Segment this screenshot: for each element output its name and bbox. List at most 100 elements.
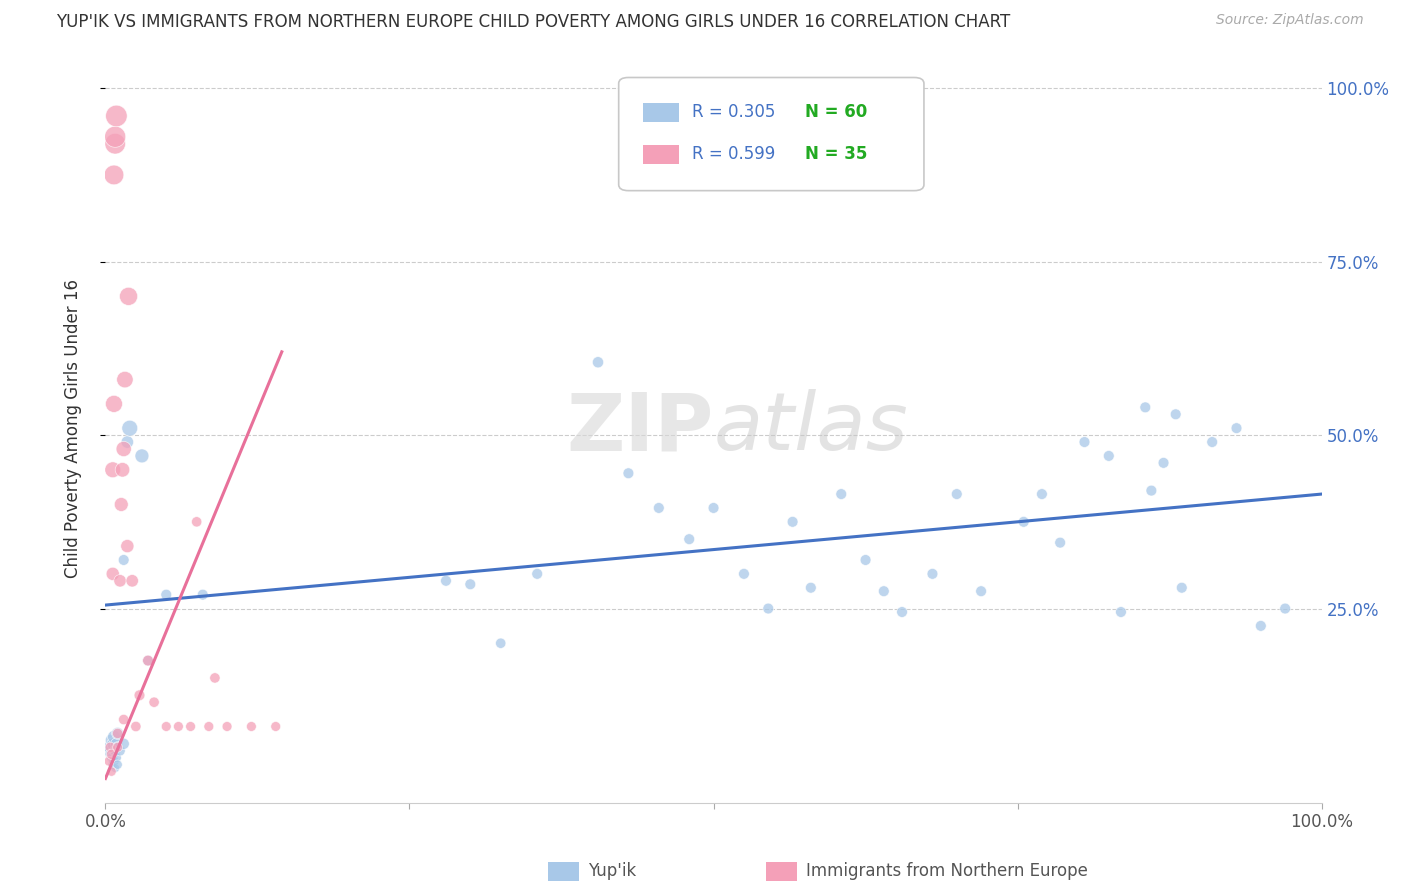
- Text: ZIP: ZIP: [567, 389, 713, 467]
- Point: [855, 553, 877, 567]
- Point: [117, 435, 139, 450]
- Point: [1098, 449, 1121, 463]
- Point: [198, 719, 221, 733]
- Point: [107, 726, 129, 740]
- Point: [830, 487, 852, 501]
- Point: [110, 498, 132, 512]
- Point: [191, 588, 214, 602]
- Point: [733, 566, 755, 581]
- Point: [526, 566, 548, 581]
- Point: [103, 754, 125, 768]
- Point: [204, 671, 226, 685]
- Point: [97, 744, 120, 758]
- Point: [98, 740, 121, 755]
- Point: [100, 750, 122, 764]
- Point: [800, 581, 823, 595]
- Point: [131, 449, 153, 463]
- Point: [125, 719, 148, 733]
- Point: [1164, 407, 1187, 421]
- Point: [702, 500, 725, 515]
- FancyBboxPatch shape: [619, 78, 924, 191]
- Bar: [643, 145, 679, 164]
- Text: Immigrants from Northern Europe: Immigrants from Northern Europe: [806, 863, 1087, 880]
- Point: [1140, 483, 1163, 498]
- Point: [648, 500, 671, 515]
- Point: [1109, 605, 1132, 619]
- Text: Yup'ik: Yup'ik: [588, 863, 636, 880]
- Point: [1225, 421, 1247, 435]
- Point: [1012, 515, 1035, 529]
- Text: R = 0.305: R = 0.305: [692, 103, 775, 121]
- Point: [155, 588, 177, 602]
- Point: [1171, 581, 1194, 595]
- Point: [1049, 535, 1071, 549]
- Point: [217, 719, 239, 733]
- Point: [100, 747, 122, 762]
- Point: [240, 719, 263, 733]
- Point: [489, 636, 512, 650]
- Point: [1250, 619, 1272, 633]
- Point: [756, 601, 779, 615]
- Point: [617, 467, 640, 481]
- Text: YUP'IK VS IMMIGRANTS FROM NORTHERN EUROPE CHILD POVERTY AMONG GIRLS UNDER 16 COR: YUP'IK VS IMMIGRANTS FROM NORTHERN EUROP…: [56, 13, 1011, 31]
- Point: [104, 744, 127, 758]
- Text: R = 0.599: R = 0.599: [692, 145, 775, 163]
- Point: [112, 442, 135, 456]
- Point: [128, 688, 150, 702]
- Point: [103, 397, 125, 411]
- Point: [112, 553, 135, 567]
- Point: [112, 737, 135, 751]
- Point: [103, 730, 125, 744]
- Point: [586, 355, 609, 369]
- Point: [264, 719, 287, 733]
- Point: [1135, 401, 1157, 415]
- Point: [111, 463, 134, 477]
- Point: [136, 654, 159, 668]
- Text: Source: ZipAtlas.com: Source: ZipAtlas.com: [1216, 13, 1364, 28]
- Point: [782, 515, 804, 529]
- Point: [873, 584, 896, 599]
- Point: [970, 584, 993, 599]
- Point: [114, 373, 136, 387]
- Point: [101, 757, 124, 772]
- Point: [945, 487, 967, 501]
- Y-axis label: Child Poverty Among Girls Under 16: Child Poverty Among Girls Under 16: [63, 278, 82, 578]
- Point: [101, 566, 124, 581]
- Point: [112, 713, 135, 727]
- Point: [98, 740, 121, 755]
- Point: [1073, 435, 1095, 450]
- Point: [118, 421, 141, 435]
- Text: N = 35: N = 35: [804, 145, 868, 163]
- Point: [101, 463, 124, 477]
- Point: [105, 750, 128, 764]
- Point: [100, 733, 122, 747]
- Point: [434, 574, 457, 588]
- Text: N = 60: N = 60: [804, 103, 868, 121]
- Point: [458, 577, 481, 591]
- Point: [678, 532, 700, 546]
- Point: [117, 539, 139, 553]
- Point: [1274, 601, 1296, 615]
- Point: [1031, 487, 1053, 501]
- Point: [107, 740, 129, 755]
- Point: [100, 764, 122, 779]
- Point: [921, 566, 943, 581]
- Point: [104, 136, 127, 151]
- Point: [117, 289, 139, 303]
- Point: [105, 109, 128, 123]
- Point: [143, 695, 166, 709]
- Point: [104, 761, 127, 775]
- Point: [891, 605, 914, 619]
- Point: [107, 726, 129, 740]
- Point: [98, 747, 121, 762]
- Point: [186, 515, 208, 529]
- Point: [101, 737, 124, 751]
- Point: [107, 757, 129, 772]
- Point: [180, 719, 202, 733]
- Point: [103, 168, 125, 182]
- Point: [108, 574, 131, 588]
- Point: [1201, 435, 1223, 450]
- Point: [107, 740, 129, 755]
- Point: [108, 744, 131, 758]
- Point: [105, 737, 128, 751]
